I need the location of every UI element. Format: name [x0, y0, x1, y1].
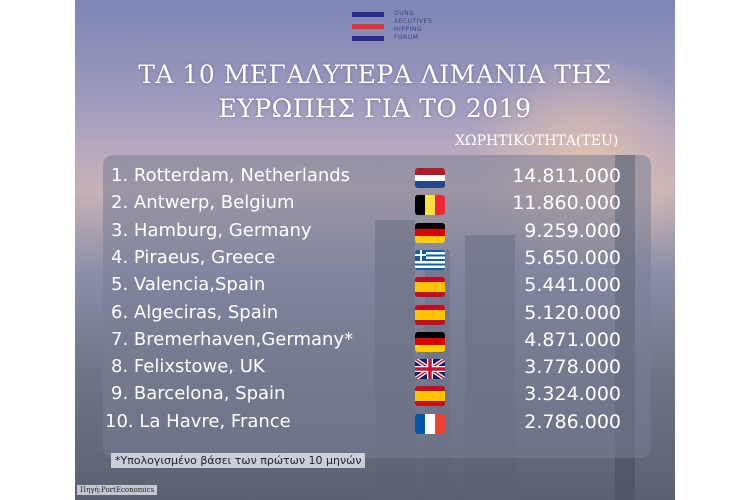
title-line-1: ΤΑ 10 ΜΕΓΑΛΥΤΕΡΑ ΛΙΜΑΝΙΑ ΤΗΣ	[138, 60, 612, 89]
port-teu: 3.324.000	[524, 383, 621, 406]
spain-flag-icon	[415, 304, 445, 325]
port-teu: 14.811.000	[512, 165, 621, 187]
column-header: ΧΩΡΗΤΙΚΟΤΗΤΑ(TEU)	[455, 133, 619, 149]
ports-table: 1. Rotterdam, Netherlands 14.811.000 2. A…	[103, 155, 651, 458]
logo-text: HIPPING	[394, 26, 422, 33]
table-row: 7. Bremerhaven,Germany* 4.871.000	[103, 329, 651, 355]
table-row: 8. Felixstowe, UK 3.778.000	[103, 356, 651, 382]
page-title: ΤΑ 10 ΜΕΓΑΛΥΤΕΡΑ ΛΙΜΑΝΙΑ ΤΗΣ ΕΥΡΩΠΗΣ ΓΙΑ…	[75, 58, 675, 126]
table-row: 1. Rotterdam, Netherlands 14.811.000	[103, 165, 651, 191]
germany-flag-icon	[415, 331, 445, 352]
table-row: 2. Antwerp, Belgium 11.860.000	[103, 192, 651, 218]
footnote: *Υπολογισμένο βάσει των πρώτων 10 μηνών	[111, 453, 366, 468]
port-name: 6. Algeciras, Spain	[111, 301, 279, 323]
port-name: 8. Felixstowe, UK	[111, 356, 265, 378]
logo-text: FORUM	[394, 34, 419, 41]
title-line-2: ΕΥΡΩΠΗΣ ΓΙΑ ΤΟ 2019	[218, 94, 532, 123]
port-name: 7. Bremerhaven,Germany*	[111, 328, 354, 350]
port-name: 10. La Havre, France	[105, 410, 291, 432]
port-teu: 3.778.000	[524, 356, 621, 379]
port-teu: 11.860.000	[512, 192, 621, 215]
netherlands-flag-icon	[415, 168, 445, 188]
port-teu: 4.871.000	[524, 328, 621, 351]
table-row: 9. Barcelona, Spain 3.324.000	[103, 383, 651, 409]
spain-flag-icon	[415, 386, 445, 407]
table-row: 5. Valencia,Spain 5.441.000	[103, 274, 651, 300]
table-row: 3. Hamburg, Germany 9.259.000	[103, 220, 651, 246]
table-row: 4. Piraeus, Greece 5.650.000	[103, 247, 651, 273]
logo-text: OUNG	[394, 10, 415, 17]
port-teu: 5.120.000	[524, 301, 621, 324]
port-teu: 2.786.000	[524, 410, 621, 433]
belgium-flag-icon	[415, 195, 445, 216]
table-row: 10. La Havre, France 2.786.000	[103, 411, 651, 437]
greece-flag-icon	[415, 249, 445, 270]
source-label: Πηγή:PortEconomics	[77, 485, 158, 495]
port-name: 9. Barcelona, Spain	[111, 383, 286, 405]
port-teu: 9.259.000	[524, 219, 621, 242]
ysf-logo: OUNG XECUTIVES HIPPING FORUM	[352, 10, 472, 46]
spain-flag-icon	[415, 277, 445, 298]
port-name: 3. Hamburg, Germany	[111, 219, 312, 241]
infographic: OUNG XECUTIVES HIPPING FORUM ΤΑ 10 ΜΕΓΑΛ…	[75, 0, 675, 500]
port-name: 1. Rotterdam, Netherlands	[111, 165, 351, 186]
table-row: 6. Algeciras, Spain 5.120.000	[103, 302, 651, 328]
port-name: 4. Piraeus, Greece	[111, 246, 276, 268]
germany-flag-icon	[415, 222, 445, 243]
port-name: 2. Antwerp, Belgium	[111, 192, 295, 214]
logo-text: XECUTIVES	[394, 18, 433, 25]
uk-flag-icon	[415, 359, 445, 380]
port-name: 5. Valencia,Spain	[111, 274, 266, 296]
france-flag-icon	[415, 413, 445, 434]
port-teu: 5.441.000	[524, 274, 621, 297]
port-teu: 5.650.000	[524, 246, 621, 269]
